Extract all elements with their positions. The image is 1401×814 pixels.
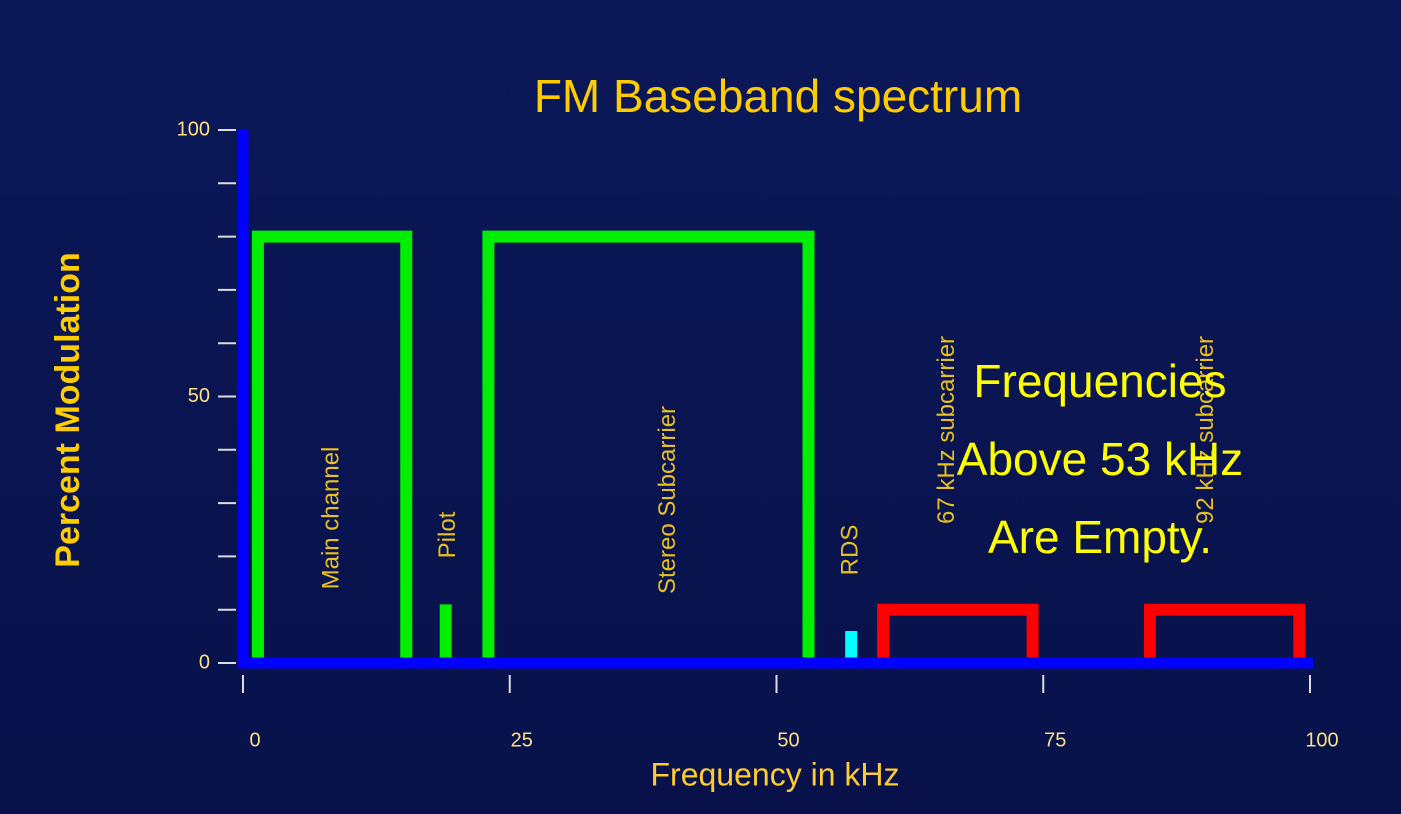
band-spike [845, 631, 858, 663]
band-outline [482, 230, 815, 663]
axes: 0 50 100 0 25 50 75 100 [177, 118, 1339, 751]
annotation-line: Are Empty. [988, 511, 1212, 563]
y-tick-label: 100 [177, 118, 210, 140]
x-axis-label: Frequency in kHz [651, 756, 900, 792]
band-label: RDS [837, 525, 864, 576]
band-label: Stereo Subcarrier [654, 406, 681, 594]
x-tick-label: 100 [1305, 729, 1338, 751]
annotation-line: Above 53 kHz [957, 433, 1243, 485]
band-spike [439, 604, 452, 663]
chart-title: FM Baseband spectrum [534, 70, 1022, 122]
y-tick-label: 50 [188, 385, 210, 407]
band-label: 92 kHz subcarrier [1192, 336, 1219, 524]
x-tick-label: 50 [777, 729, 799, 751]
band-outline [251, 230, 413, 663]
band-label: Main channel [317, 447, 344, 590]
y-tick-label: 0 [199, 651, 210, 673]
annotation: Frequencies Above 53 kHz Are Empty. [957, 355, 1243, 563]
bands: Main channel Pilot Stereo Subcarrier RDS 67 … [251, 230, 1306, 663]
x-tick-label: 25 [511, 729, 533, 751]
x-tick-label: 0 [249, 729, 260, 751]
band-label: Pilot [434, 511, 461, 558]
x-tick-label: 75 [1044, 729, 1066, 751]
band-outline [1143, 603, 1306, 663]
band-label: 67 kHz subcarrier [933, 336, 960, 524]
annotation-line: Frequencies [973, 355, 1226, 407]
band-outline [877, 603, 1039, 663]
y-axis-label: Percent Modulation [49, 252, 87, 567]
